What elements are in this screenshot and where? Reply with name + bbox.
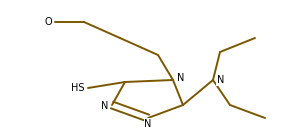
Text: HS: HS bbox=[70, 83, 84, 93]
Text: N: N bbox=[101, 101, 108, 111]
Text: N: N bbox=[177, 73, 184, 83]
Text: N: N bbox=[217, 75, 224, 85]
Text: O: O bbox=[44, 17, 52, 27]
Text: N: N bbox=[144, 119, 152, 129]
